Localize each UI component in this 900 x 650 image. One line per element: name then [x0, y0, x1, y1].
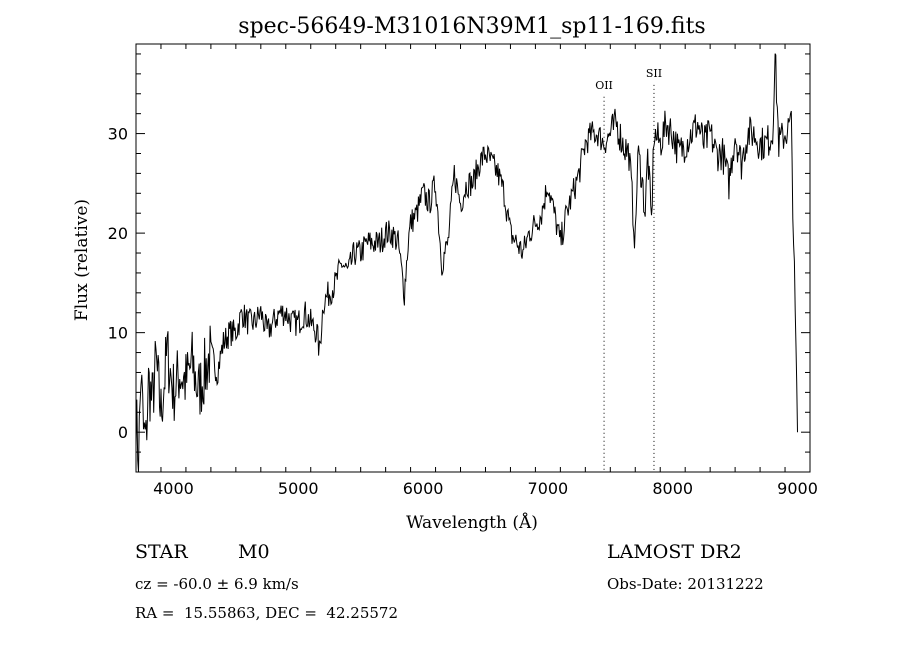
x-axis-label: Wavelength (Å) [406, 512, 538, 533]
line-markers: OII SII [595, 67, 662, 472]
x-tick-label: 8000 [652, 479, 693, 498]
obs-date-text: Obs-Date: 20131222 [607, 575, 764, 593]
marker-label: OII [595, 79, 613, 92]
object-subclass: M0 [238, 541, 270, 563]
axis-ticks [135, 44, 811, 472]
survey-name: LAMOST DR2 [607, 541, 742, 563]
x-tick-label: 4000 [153, 479, 194, 498]
x-tick-label: 5000 [278, 479, 319, 498]
y-tick-label: 20 [108, 224, 128, 243]
redshift-text: cz = -60.0 ± 6.9 km/s [135, 575, 299, 593]
y-axis-label: Flux (relative) [72, 199, 92, 321]
chart-title: spec-56649-M31016N39M1_sp11-169.fits [238, 14, 705, 39]
y-tick-label: 0 [118, 423, 128, 442]
marker-label: SII [646, 67, 662, 80]
spectrum-line [135, 53, 798, 473]
y-tick-label: 30 [108, 125, 128, 144]
y-tick-label: 10 [108, 324, 128, 343]
coords-text: RA = 15.55863, DEC = 42.25572 [135, 604, 399, 622]
plot-frame [135, 43, 811, 473]
object-class: STAR [135, 541, 188, 563]
x-tick-label: 7000 [528, 479, 569, 498]
x-tick-label: 6000 [403, 479, 444, 498]
tick-labels: 4000 5000 6000 7000 8000 9000 0 10 20 30 [108, 125, 818, 498]
x-tick-label: 9000 [777, 479, 818, 498]
